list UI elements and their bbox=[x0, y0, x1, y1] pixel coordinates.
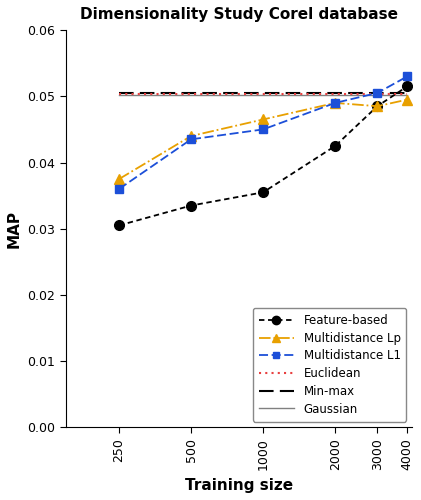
Y-axis label: MAP: MAP bbox=[7, 210, 22, 248]
X-axis label: Training size: Training size bbox=[185, 478, 293, 493]
Legend: Feature-based, Multidistance Lp, Multidistance L1, Euclidean, Min-max, Gaussian: Feature-based, Multidistance Lp, Multidi… bbox=[253, 308, 406, 422]
Title: Dimensionality Study Corel database: Dimensionality Study Corel database bbox=[80, 7, 398, 22]
